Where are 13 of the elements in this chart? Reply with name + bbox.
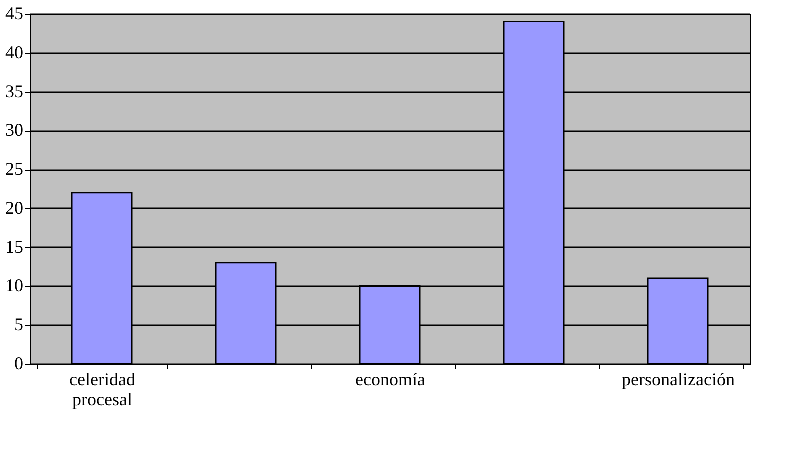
y-tick-label: 35 — [6, 81, 24, 102]
y-tick-label: 15 — [6, 236, 24, 257]
y-tick-label: 0 — [14, 354, 24, 374]
y-tick-label: 45 — [6, 4, 24, 24]
x-tick-label: personalización — [622, 370, 735, 390]
y-tick-label: 20 — [6, 198, 24, 218]
x-tick-label: economía — [356, 370, 426, 390]
x-tick-label: celeridad procesal — [70, 370, 136, 410]
y-tick-label: 10 — [6, 276, 24, 296]
y-tick-label: 30 — [6, 120, 24, 140]
y-tick-label: 25 — [6, 159, 24, 180]
y-tick-label: 40 — [6, 42, 24, 62]
y-tick-label: 5 — [14, 314, 24, 335]
